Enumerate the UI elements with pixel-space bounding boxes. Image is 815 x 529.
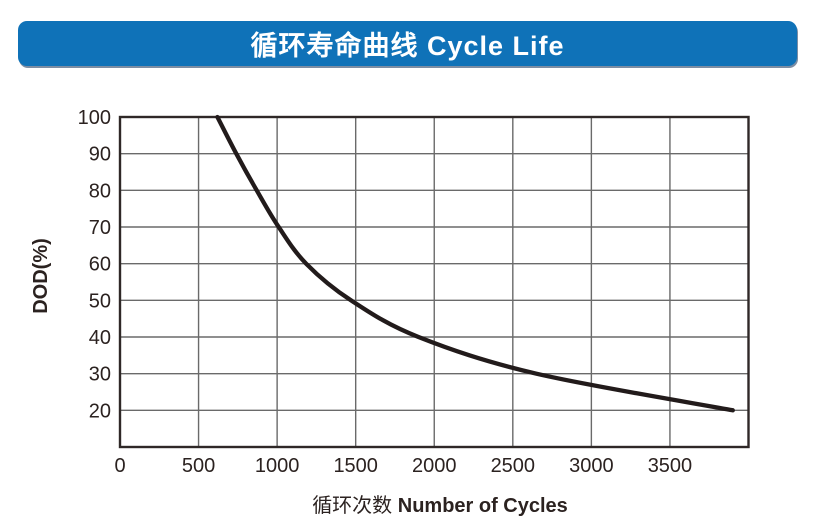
y-tick-label-100: 100: [78, 107, 111, 129]
plot-area: 100 90 80 70 60 50 40 30 20 0 500 1000 1500 2000 2500 3…: [78, 107, 750, 477]
x-tick-label-2500: 2500: [491, 455, 536, 477]
y-tick-label-50: 50: [89, 290, 111, 312]
x-tick-label-500: 500: [182, 455, 215, 477]
x-axis-title: 循环次数 Number of Cycles: [312, 494, 568, 517]
y-tick-label-40: 40: [89, 327, 111, 349]
y-tick-label-80: 80: [89, 180, 111, 202]
x-tick-label-1000: 1000: [255, 455, 300, 477]
page-title: 循环寿命曲线 Cycle Life: [250, 31, 565, 61]
x-tick-label-3500: 3500: [648, 455, 693, 477]
x-tick-label-2000: 2000: [412, 455, 457, 477]
x-axis-title-en: Number of Cycles: [398, 495, 568, 517]
plot-border: [118, 115, 750, 449]
y-tick-label-90: 90: [89, 144, 111, 166]
x-tick-label-1500: 1500: [333, 455, 378, 477]
x-tick-label-0: 0: [114, 455, 125, 477]
x-tick-label-3000: 3000: [569, 455, 614, 477]
x-axis-title-zh: 循环次数: [312, 494, 392, 517]
y-tick-label-30: 30: [89, 364, 111, 386]
y-tick-label-20: 20: [89, 400, 111, 422]
y-tick-label-60: 60: [89, 254, 111, 276]
y-axis-title: DOD(%): [30, 238, 52, 314]
y-tick-label-70: 70: [89, 217, 111, 239]
title-banner: 循环寿命曲线 Cycle Life: [18, 21, 797, 66]
cycle-life-curve: [215, 114, 735, 413]
